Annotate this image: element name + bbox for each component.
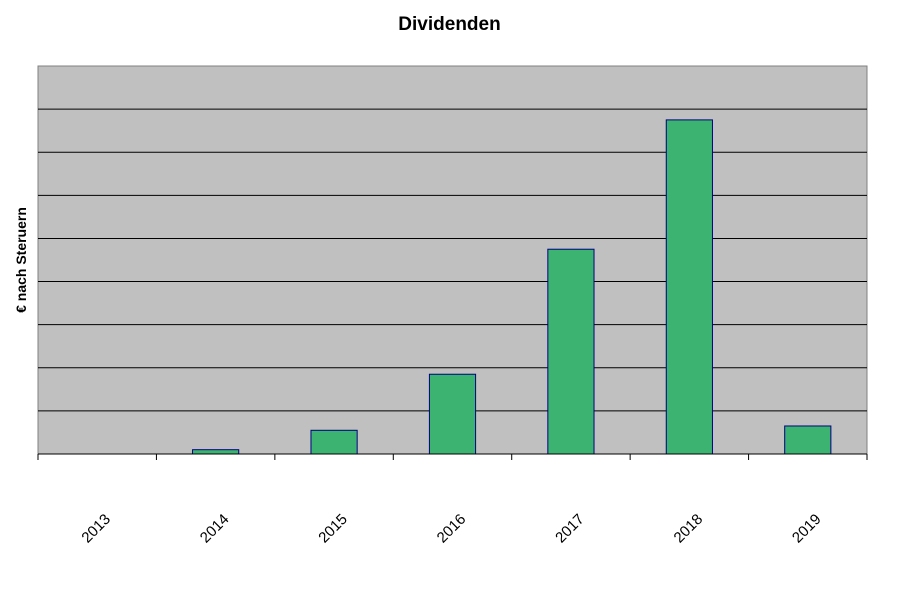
x-tick-label: 2017: [552, 511, 588, 547]
gridlines: [38, 108, 867, 412]
chart-title: Dividenden: [398, 14, 501, 35]
bar-2019: [784, 425, 832, 455]
x-tick-label: 2014: [197, 511, 233, 547]
bar-2018: [665, 119, 713, 455]
bar-2016: [428, 373, 477, 455]
bar-2014: [192, 449, 240, 455]
x-tick-label: 2015: [315, 511, 351, 547]
x-tick-label: 2018: [671, 511, 707, 547]
x-axis: [37, 453, 868, 460]
x-tick-label: 2013: [78, 511, 114, 547]
bar-2017: [547, 248, 595, 455]
bar-2015: [310, 429, 358, 455]
x-tick-label: 2016: [434, 511, 470, 547]
x-tick-labels: 2013 2014 2015 2016 2017 2018 2019: [78, 511, 824, 547]
x-tick-label: 2019: [789, 511, 825, 547]
